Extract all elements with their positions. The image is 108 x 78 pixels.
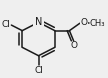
Text: O: O xyxy=(80,18,87,27)
Text: O: O xyxy=(71,41,78,50)
Text: Cl: Cl xyxy=(34,66,43,75)
Text: Cl: Cl xyxy=(2,20,11,29)
Text: CH₃: CH₃ xyxy=(89,19,105,28)
Text: N: N xyxy=(35,17,42,27)
